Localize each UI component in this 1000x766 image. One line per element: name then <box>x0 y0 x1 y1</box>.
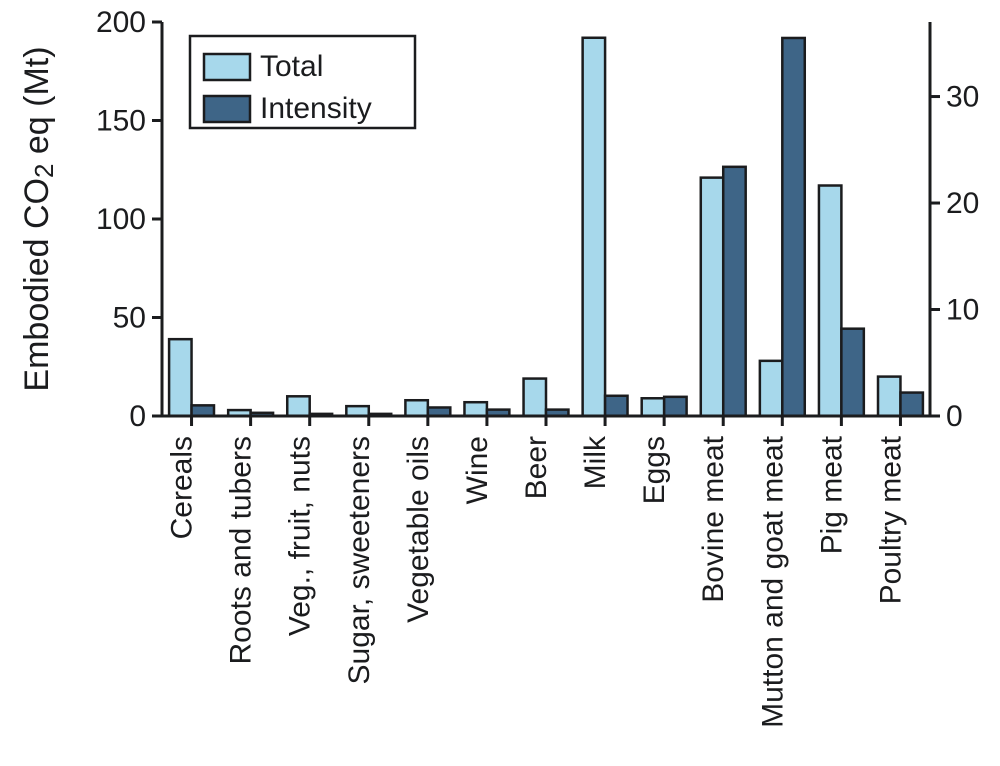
legend-swatch <box>204 54 250 80</box>
y-right-tick-label: 0 <box>946 400 963 433</box>
category-label: Eggs <box>638 436 671 504</box>
category-label: Bovine meat <box>697 435 730 602</box>
legend-label: Total <box>260 50 323 83</box>
total-bar <box>583 38 605 416</box>
y-left-tick-label: 100 <box>96 203 146 236</box>
total-bar <box>701 178 723 416</box>
category-label: Poultry meat <box>874 435 907 604</box>
intensity-bar <box>723 167 745 416</box>
co2-bar-chart: 0 50 100 150 200 0 10 20 30 Cereals Roots and tube… <box>0 0 1000 766</box>
y-right-tick-label: 30 <box>946 81 979 114</box>
category-label: Milk <box>579 435 612 489</box>
total-bar <box>405 400 427 416</box>
category-label: Sugar, sweeteners <box>343 436 376 684</box>
intensity-bar <box>841 329 863 416</box>
total-bar <box>464 402 486 416</box>
legend-swatch <box>204 96 250 122</box>
intensity-bar <box>782 38 804 416</box>
y-right-tick-label: 10 <box>946 294 979 327</box>
total-bar <box>642 398 664 416</box>
total-bar <box>878 377 900 416</box>
intensity-bar <box>192 405 214 416</box>
y-left-tick-label: 150 <box>96 105 146 138</box>
category-label: Veg., fruit, nuts <box>284 436 317 636</box>
category-label: Cereals <box>166 436 199 539</box>
y-left-tick-label: 0 <box>129 400 146 433</box>
category-label: Beer <box>520 436 553 499</box>
category-label: Wine <box>461 436 494 504</box>
chart-container: 0 50 100 150 200 0 10 20 30 Cereals Roots and tube… <box>0 0 1000 766</box>
y-left-tick-label: 50 <box>113 302 146 335</box>
total-bar <box>524 379 546 416</box>
intensity-bar <box>605 396 627 416</box>
legend-label: Intensity <box>260 92 372 125</box>
total-bar <box>760 361 782 416</box>
y-right-tick-label: 20 <box>946 187 979 220</box>
category-label: Mutton and goat meat <box>756 435 789 728</box>
intensity-bar <box>664 397 686 416</box>
total-bar <box>169 339 191 416</box>
y-left-tick-label: 200 <box>96 6 146 39</box>
intensity-bar <box>900 393 922 416</box>
category-label: Pig meat <box>815 435 848 554</box>
category-label: Vegetable oils <box>402 436 435 623</box>
total-bar <box>287 396 309 416</box>
y-axis-title: Embodied CO2 eq (Mt) <box>18 46 59 391</box>
category-label: Roots and tubers <box>225 436 258 664</box>
total-bar <box>819 186 841 416</box>
